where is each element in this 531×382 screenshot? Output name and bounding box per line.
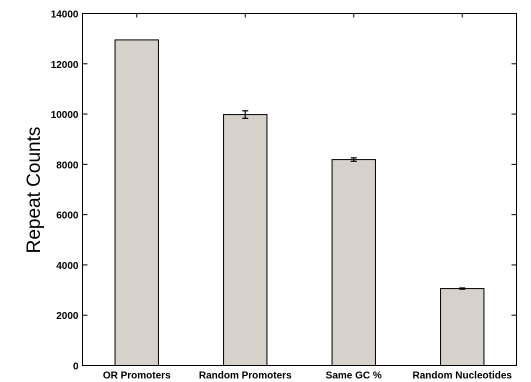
y-axis-label: Repeat Counts	[24, 127, 45, 254]
error-bar	[350, 157, 357, 162]
y-tick-label: 4000	[56, 261, 79, 272]
bars	[114, 39, 485, 367]
y-tick-label: 2000	[56, 311, 79, 322]
category-label: Random Promoters	[199, 371, 292, 382]
bar	[440, 288, 485, 367]
y-tick-label: 0	[73, 362, 79, 373]
error-bar	[242, 110, 249, 119]
y-tick-label: 10000	[51, 110, 79, 121]
error-bar	[459, 287, 466, 290]
category-label: Same GC %	[326, 371, 382, 382]
bar	[223, 114, 268, 367]
y-tick-label: 12000	[51, 60, 79, 71]
category-label: OR Promoters	[103, 371, 171, 382]
y-tick-label: 14000	[51, 10, 79, 21]
y-ticks: 0 2000 4000 6000 8000 10000 12000 14000	[51, 10, 517, 373]
plot-frame	[82, 13, 517, 366]
bar	[114, 39, 159, 367]
bar	[331, 159, 376, 366]
y-tick-label: 8000	[56, 160, 79, 171]
category-label: Random Nucleotides	[413, 371, 513, 382]
category-labels: OR Promoters Random Promoters Same GC % Ran…	[103, 371, 513, 382]
y-tick-label: 6000	[56, 211, 79, 222]
